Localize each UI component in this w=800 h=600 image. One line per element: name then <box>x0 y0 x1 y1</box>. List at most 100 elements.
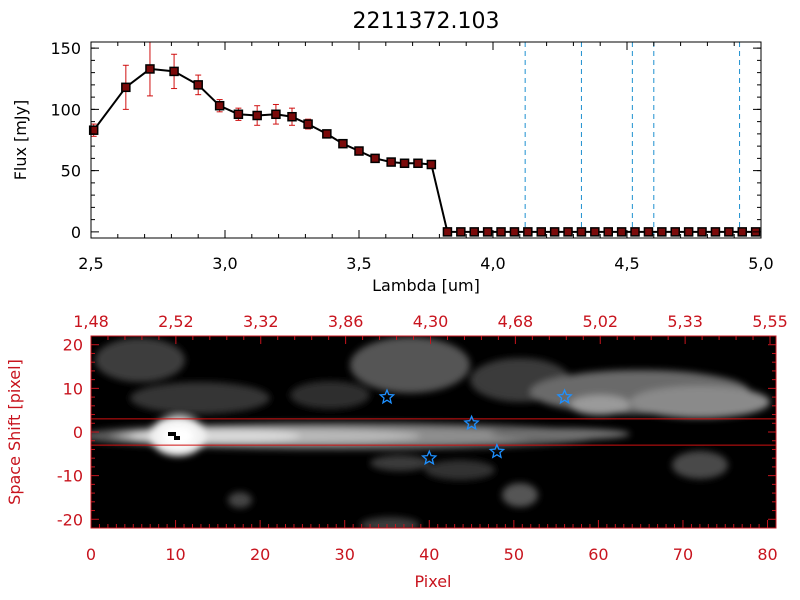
spectrum-line <box>92 67 756 233</box>
pixel-tick-label: 40 <box>419 545 439 564</box>
x-tick-label: 4,0 <box>480 254 505 273</box>
x-axis-ticks: 2,5 3,0 3,5 4,0 4,5 5,0 <box>78 42 774 273</box>
wavelength-axis-ticks: 1,48 2,52 3,32 3,86 4,30 4,68 5,02 5,33 5,55 <box>73 312 788 344</box>
wavelength-tick-label: 3,86 <box>328 312 364 331</box>
pixel-tick-label: 10 <box>165 545 185 564</box>
pixel-tick-label: 0 <box>86 545 96 564</box>
data-point <box>456 227 466 237</box>
pixel-axis-ticks: 0 10 20 30 40 50 60 70 80 <box>86 520 778 564</box>
data-point <box>121 82 131 93</box>
y-tick-label: 50 <box>61 162 81 181</box>
wavelength-tick-label: 3,32 <box>243 312 279 331</box>
spectral-image <box>91 336 776 528</box>
data-point <box>386 157 396 167</box>
data-point <box>442 227 453 237</box>
data-point <box>737 227 747 237</box>
data-point <box>616 227 627 237</box>
y-tick-label: 100 <box>50 100 81 119</box>
data-point <box>697 227 707 237</box>
data-point <box>252 110 262 121</box>
star-marker <box>556 388 573 405</box>
spectral-image-panel: 0 10 20 30 40 50 60 70 80 1,48 2,52 3,32 3,86 4,30 4,… <box>5 312 788 591</box>
data-point <box>563 227 573 237</box>
wavelength-tick-label: 1,48 <box>73 312 109 331</box>
star-marker <box>463 414 480 431</box>
data-point <box>354 146 364 156</box>
wavelength-tick-label: 2,52 <box>158 312 194 331</box>
x-tick-label: 3,5 <box>346 254 371 273</box>
wavelength-tick-label: 4,30 <box>413 312 449 331</box>
error-bars <box>91 42 435 168</box>
space-shift-axis-ticks: -20 -10 0 10 20 <box>57 336 776 529</box>
shift-tick-label: 0 <box>73 423 83 442</box>
star-marker <box>488 442 506 459</box>
data-point <box>370 153 380 164</box>
data-point <box>670 227 680 237</box>
line-markers <box>378 388 573 466</box>
data-point <box>683 227 694 237</box>
spectrum-panel: 2211372.103 2,5 3,0 3,5 4,0 4,5 5,0 0 50 100 150… <box>11 9 774 295</box>
wavelength-tick-label: 4,68 <box>498 312 534 331</box>
shift-tick-label: -20 <box>57 510 83 529</box>
data-point <box>169 66 179 77</box>
data-point <box>657 227 667 237</box>
wavelength-tick-label: 5,55 <box>752 312 788 331</box>
x-tick-label: 3,0 <box>212 254 237 273</box>
y-tick-label: 0 <box>71 223 81 242</box>
data-point <box>399 158 410 169</box>
x-axis-label: Lambda [um] <box>372 276 480 295</box>
space-shift-axis-label: Space Shift [pixel] <box>5 359 24 505</box>
data-point <box>214 100 225 111</box>
x-tick-label: 2,5 <box>78 254 103 273</box>
shift-tick-label: -10 <box>57 467 83 486</box>
star-marker <box>421 449 438 466</box>
pixel-tick-label: 50 <box>504 545 524 564</box>
data-point <box>287 111 297 122</box>
y-axis-label: Flux [mJy] <box>11 100 30 181</box>
data-point <box>303 119 313 129</box>
spectrum-markers <box>88 64 761 237</box>
star-marker <box>378 388 396 405</box>
data-point <box>643 227 654 237</box>
pixel-tick-label: 20 <box>250 545 270 564</box>
data-point <box>233 109 244 120</box>
data-point <box>413 158 423 169</box>
data-point <box>576 227 587 237</box>
wavelength-markers <box>524 42 741 238</box>
data-point <box>322 129 332 139</box>
x-tick-label: 5,0 <box>748 254 773 273</box>
pixel-axis-label: Pixel <box>414 572 451 591</box>
pixel-tick-label: 30 <box>335 545 355 564</box>
y-tick-label: 150 <box>50 39 81 58</box>
wavelength-tick-label: 5,33 <box>667 312 703 331</box>
data-point <box>549 227 560 237</box>
data-point <box>536 227 546 237</box>
chart-title: 2211372.103 <box>353 9 500 34</box>
data-point <box>603 227 613 237</box>
x-tick-label: 4,5 <box>614 254 639 273</box>
data-point <box>193 80 203 90</box>
wavelength-tick-label: 5,02 <box>582 312 618 331</box>
data-point <box>338 138 348 149</box>
data-point <box>710 227 721 237</box>
data-point <box>590 227 600 237</box>
extraction-band <box>91 418 776 446</box>
shift-tick-label: 20 <box>63 336 83 355</box>
data-point <box>630 227 640 237</box>
pixel-tick-label: 70 <box>673 545 693 564</box>
data-point <box>469 227 479 237</box>
data-point <box>509 227 520 237</box>
shift-tick-label: 10 <box>63 379 83 398</box>
data-point <box>523 227 533 237</box>
data-point <box>724 227 734 237</box>
pixel-tick-label: 80 <box>757 545 777 564</box>
data-point <box>271 109 281 120</box>
data-point <box>145 64 155 74</box>
data-point <box>496 227 506 237</box>
data-point <box>482 227 493 237</box>
plot-frame <box>90 41 762 239</box>
y-axis-ticks: 0 50 100 150 <box>50 39 761 242</box>
data-point <box>426 159 437 170</box>
pixel-tick-label: 60 <box>588 545 608 564</box>
